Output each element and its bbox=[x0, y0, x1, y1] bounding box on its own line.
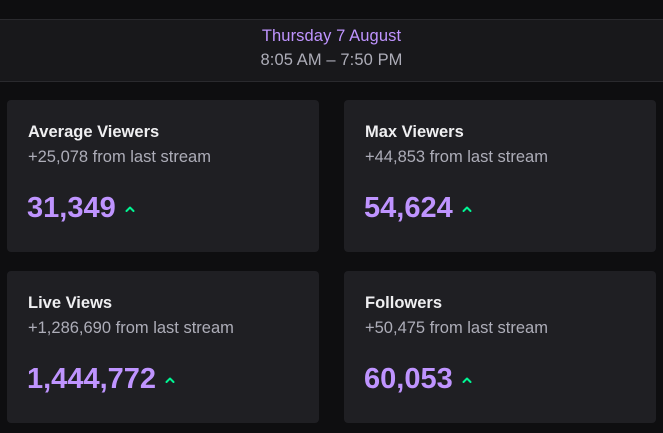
stat-card-value: 54,624 bbox=[364, 192, 453, 224]
stat-card-max-viewers: Max Viewers +44,853 from last stream 54,… bbox=[344, 100, 656, 252]
arrow-up-icon bbox=[125, 206, 135, 212]
stat-card-delta: +25,078 from last stream bbox=[28, 148, 211, 166]
arrow-up-icon bbox=[165, 377, 175, 383]
stat-card-delta: +50,475 from last stream bbox=[365, 319, 548, 337]
stat-card-value: 31,349 bbox=[27, 192, 116, 224]
arrow-up-icon bbox=[462, 377, 472, 383]
stat-card-title: Live Views bbox=[28, 294, 113, 312]
arrow-up-icon bbox=[462, 206, 472, 212]
stat-card-followers: Followers +50,475 from last stream 60,05… bbox=[344, 271, 656, 423]
stat-card-title: Followers bbox=[365, 294, 443, 312]
stream-time-range: 8:05 AM – 7:50 PM bbox=[260, 51, 403, 69]
stat-card-value-row: 31,349 bbox=[27, 192, 135, 225]
stat-card-title: Average Viewers bbox=[28, 123, 160, 141]
stat-card-value-row: 54,624 bbox=[364, 192, 472, 225]
stat-card-value-row: 1,444,772 bbox=[27, 363, 175, 396]
stat-card-title: Max Viewers bbox=[365, 123, 464, 141]
stat-card-value: 60,053 bbox=[364, 363, 453, 395]
stat-card-value: 1,444,772 bbox=[27, 363, 157, 395]
stat-card-delta: +1,286,690 from last stream bbox=[28, 319, 234, 337]
stream-date: Thursday 7 August bbox=[261, 27, 402, 45]
stat-card-live-views: Live Views +1,286,690 from last stream 1… bbox=[7, 271, 319, 423]
stat-card-value-row: 60,053 bbox=[364, 363, 472, 396]
stat-card-delta: +44,853 from last stream bbox=[365, 148, 548, 166]
stream-date-header: Thursday 7 August 8:05 AM – 7:50 PM bbox=[0, 19, 663, 82]
stat-card-average-viewers: Average Viewers +25,078 from last stream… bbox=[7, 100, 319, 252]
